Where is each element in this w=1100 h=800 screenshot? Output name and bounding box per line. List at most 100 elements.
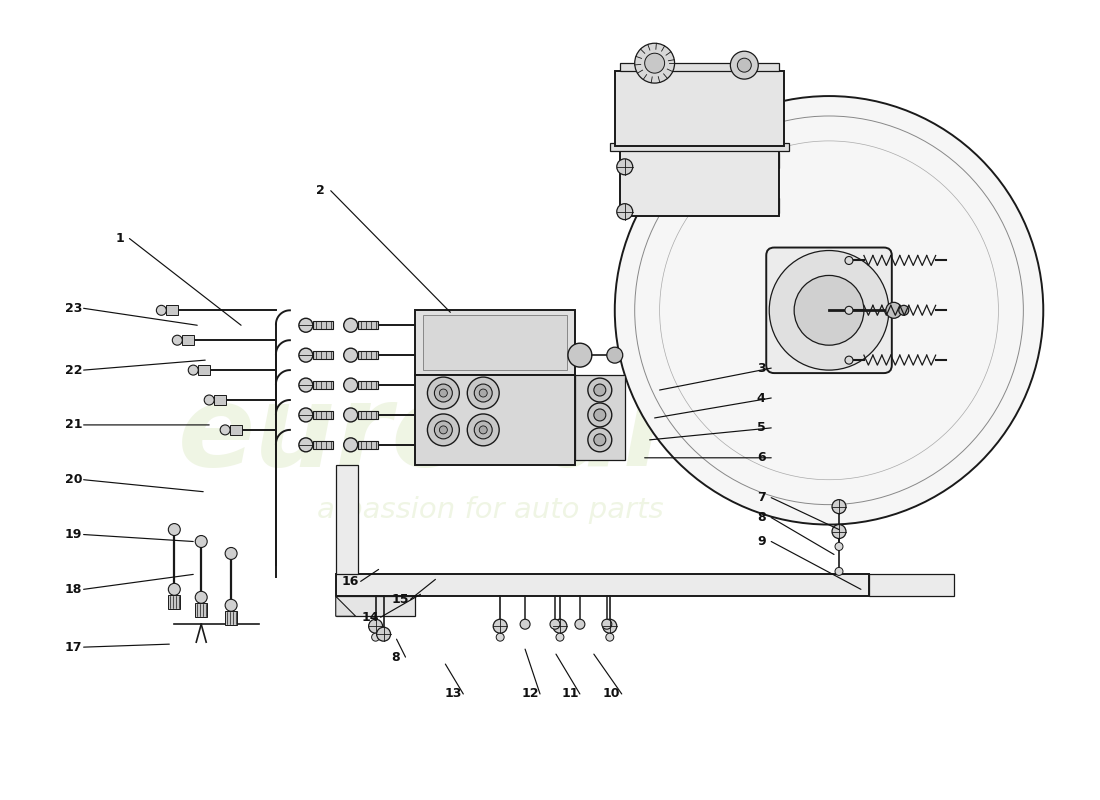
- Circle shape: [439, 426, 448, 434]
- Circle shape: [299, 318, 312, 332]
- Circle shape: [299, 378, 312, 392]
- Circle shape: [428, 377, 460, 409]
- Circle shape: [615, 96, 1043, 525]
- Circle shape: [299, 438, 312, 452]
- Text: 8: 8: [757, 511, 766, 524]
- Text: 16: 16: [342, 575, 360, 588]
- Text: 9: 9: [757, 535, 766, 548]
- Text: 1: 1: [116, 232, 124, 245]
- Bar: [166, 306, 178, 315]
- Text: 17: 17: [65, 641, 82, 654]
- Circle shape: [587, 428, 612, 452]
- Circle shape: [635, 43, 674, 83]
- Text: 6: 6: [757, 451, 766, 464]
- Circle shape: [368, 619, 383, 633]
- Circle shape: [832, 500, 846, 514]
- Circle shape: [299, 408, 312, 422]
- Text: 19: 19: [65, 528, 82, 541]
- Bar: [214, 395, 227, 405]
- Circle shape: [188, 365, 198, 375]
- Circle shape: [156, 306, 166, 315]
- Circle shape: [845, 356, 853, 364]
- Bar: [619, 153, 779, 168]
- Circle shape: [343, 378, 358, 392]
- Circle shape: [474, 384, 492, 402]
- Circle shape: [568, 343, 592, 367]
- Text: 4: 4: [757, 391, 766, 405]
- Circle shape: [468, 377, 499, 409]
- Bar: [195, 603, 207, 618]
- Circle shape: [343, 348, 358, 362]
- Circle shape: [474, 421, 492, 439]
- Circle shape: [480, 426, 487, 434]
- Circle shape: [439, 389, 448, 397]
- Circle shape: [226, 599, 238, 611]
- Circle shape: [496, 633, 504, 641]
- Text: 8: 8: [392, 650, 400, 664]
- Bar: [226, 611, 238, 626]
- Bar: [312, 411, 333, 419]
- Circle shape: [575, 619, 585, 630]
- Circle shape: [428, 414, 460, 446]
- Text: 13: 13: [444, 687, 462, 701]
- Bar: [619, 198, 779, 213]
- Text: 22: 22: [65, 364, 82, 377]
- Circle shape: [173, 335, 183, 345]
- Circle shape: [372, 633, 379, 641]
- Bar: [312, 351, 333, 359]
- Text: 11: 11: [561, 687, 579, 701]
- Circle shape: [603, 619, 617, 633]
- Circle shape: [520, 619, 530, 630]
- Bar: [424, 315, 566, 370]
- Circle shape: [343, 318, 358, 332]
- Circle shape: [226, 547, 238, 559]
- Text: 12: 12: [521, 687, 539, 701]
- Circle shape: [899, 306, 909, 315]
- Circle shape: [617, 204, 632, 220]
- Bar: [615, 71, 784, 146]
- Bar: [609, 143, 789, 151]
- Circle shape: [553, 619, 566, 633]
- Bar: [336, 465, 358, 574]
- Bar: [312, 381, 333, 389]
- Text: 3: 3: [757, 362, 766, 374]
- Text: euroParts: euroParts: [178, 379, 802, 490]
- Circle shape: [587, 378, 612, 402]
- Circle shape: [606, 633, 614, 641]
- Bar: [358, 411, 377, 419]
- Text: 15: 15: [392, 593, 409, 606]
- Circle shape: [845, 306, 853, 314]
- Circle shape: [594, 434, 606, 446]
- Text: 5: 5: [757, 422, 766, 434]
- Bar: [358, 351, 377, 359]
- Text: 23: 23: [65, 302, 82, 315]
- Circle shape: [376, 627, 390, 641]
- Bar: [312, 322, 333, 330]
- Circle shape: [594, 384, 606, 396]
- Bar: [416, 375, 575, 465]
- Circle shape: [617, 159, 632, 174]
- Circle shape: [195, 535, 207, 547]
- Bar: [619, 151, 779, 216]
- Text: 10: 10: [603, 687, 620, 701]
- Circle shape: [607, 347, 623, 363]
- Circle shape: [594, 409, 606, 421]
- Circle shape: [220, 425, 230, 435]
- Circle shape: [645, 54, 664, 73]
- Circle shape: [587, 403, 612, 427]
- Text: 2: 2: [317, 184, 326, 198]
- Text: 7: 7: [757, 491, 766, 504]
- Text: 20: 20: [65, 474, 82, 486]
- FancyBboxPatch shape: [767, 247, 892, 373]
- Circle shape: [556, 633, 564, 641]
- Circle shape: [168, 523, 180, 535]
- Bar: [358, 441, 377, 449]
- Circle shape: [434, 421, 452, 439]
- Bar: [336, 596, 416, 616]
- Bar: [230, 425, 242, 435]
- Bar: [312, 441, 333, 449]
- Circle shape: [434, 384, 452, 402]
- Circle shape: [730, 51, 758, 79]
- Circle shape: [794, 275, 864, 345]
- Circle shape: [343, 408, 358, 422]
